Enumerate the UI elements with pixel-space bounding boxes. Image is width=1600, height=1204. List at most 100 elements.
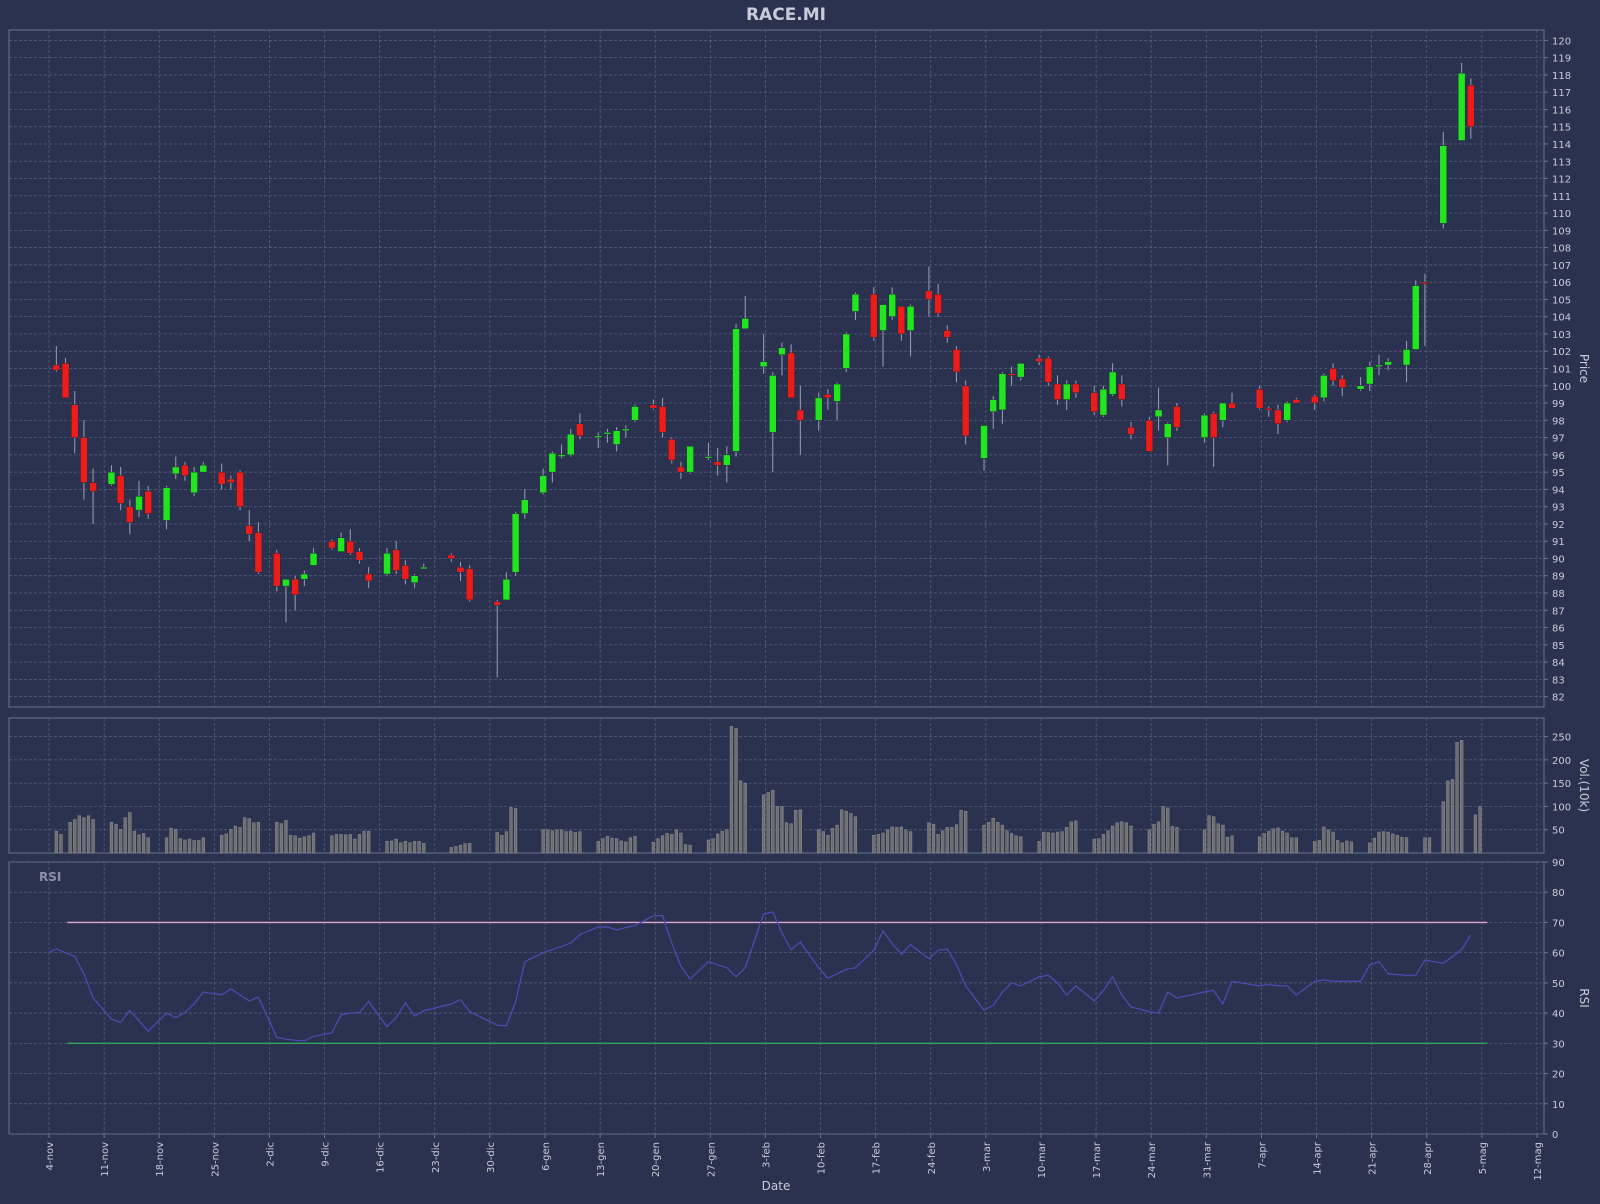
candle-up <box>511 513 520 573</box>
volume-bar <box>798 809 802 854</box>
candle-down <box>236 471 244 507</box>
price-y-tick-label: 112 <box>1552 175 1571 186</box>
volume-bar <box>164 837 169 854</box>
candle-up <box>566 433 575 456</box>
volume-bar <box>468 843 472 854</box>
rsi-y-tick-label: 80 <box>1552 888 1565 899</box>
volume-y-tick-label: 250 <box>1552 733 1571 744</box>
volume-bar <box>1106 830 1110 854</box>
candle-up <box>686 445 694 473</box>
price-y-tick-label: 88 <box>1552 589 1565 600</box>
price-y-tick-label: 104 <box>1552 313 1571 324</box>
volume-bar <box>1372 837 1376 854</box>
volume-bar <box>1391 833 1395 854</box>
volume-bar <box>201 837 205 854</box>
candle-down <box>870 293 878 338</box>
candle-down <box>934 293 942 314</box>
volume-y-tick-label: 100 <box>1552 802 1571 813</box>
candle-up <box>1457 72 1466 141</box>
volume-bar <box>1009 833 1014 854</box>
volume-bar <box>1216 823 1220 854</box>
volume-bar <box>495 832 499 854</box>
volume-bar <box>178 838 182 854</box>
volume-bar <box>1313 841 1317 854</box>
volume-bar <box>725 829 729 854</box>
candle-up <box>1375 364 1383 368</box>
panel-frame-rsi <box>8 861 1545 1135</box>
candle-down <box>1072 383 1080 393</box>
x-tick-label: 31-mar <box>1202 1141 1213 1178</box>
price-y-tick-label: 114 <box>1552 140 1571 151</box>
candle-up <box>557 454 566 457</box>
volume-bar <box>1257 836 1262 854</box>
volume-bar <box>541 829 545 854</box>
volume-bar <box>716 833 720 854</box>
candle-up <box>741 318 749 330</box>
candle-down <box>1209 413 1218 438</box>
price-y-tick-label: 89 <box>1552 572 1565 583</box>
volume-bar <box>298 837 302 854</box>
volume-bar <box>1161 806 1165 854</box>
volume-bar <box>353 838 357 854</box>
volume-bar <box>54 830 58 854</box>
volume-bar <box>1345 840 1349 854</box>
volume-bar <box>872 835 876 854</box>
candle-down <box>254 532 263 573</box>
volume-bar <box>362 830 366 854</box>
volume-bar <box>1097 838 1101 854</box>
candle-down <box>217 471 226 485</box>
volume-bar <box>1381 831 1386 854</box>
volume-bar <box>311 832 316 854</box>
volume-bar <box>399 842 403 854</box>
volume-bar <box>601 838 605 854</box>
volume-bar <box>670 834 674 854</box>
price-y-tick-label: 120 <box>1552 36 1571 47</box>
volume-bar <box>509 807 513 854</box>
volume-bar <box>394 838 398 854</box>
price-y-tick-label: 102 <box>1552 347 1571 358</box>
candle-up <box>989 399 997 412</box>
x-tick-label: 2-dic <box>265 1142 276 1167</box>
x-tick-label: 25-nov <box>210 1142 221 1177</box>
candle-down <box>824 394 832 399</box>
volume-bar <box>252 822 256 854</box>
candle-down <box>245 525 253 535</box>
volume-bar <box>1092 838 1096 854</box>
chart-title: RACE.MI <box>746 5 826 25</box>
candle-up <box>1439 145 1448 224</box>
candle-up <box>906 306 915 331</box>
candle-down <box>144 490 152 514</box>
candle-up <box>1163 423 1172 438</box>
rsi-y-tick-label: 20 <box>1552 1070 1565 1081</box>
price-y-tick-label: 93 <box>1552 503 1565 514</box>
volume-bar <box>1331 831 1335 854</box>
volume-bar <box>403 841 407 854</box>
candle-up <box>1154 409 1163 418</box>
volume-bar <box>458 844 463 854</box>
candle-down <box>1274 409 1282 425</box>
volume-bar <box>569 830 573 854</box>
candle-down <box>328 540 336 549</box>
volume-bar <box>1074 820 1078 854</box>
volume-bar <box>1317 840 1321 854</box>
x-tick-label: 24-feb <box>927 1142 938 1174</box>
candle-up <box>539 475 547 494</box>
volume-bar <box>1212 816 1216 854</box>
volume-bar <box>1368 842 1372 854</box>
volume-bar <box>665 833 669 854</box>
volume-bar <box>1423 837 1427 854</box>
volume-bar <box>82 817 86 854</box>
candle-up <box>732 328 740 452</box>
volume-bar <box>146 837 150 854</box>
price-y-tick-label: 90 <box>1552 554 1565 565</box>
candle-up <box>704 456 713 459</box>
volume-bar <box>931 823 936 854</box>
volume-bar <box>77 815 81 854</box>
volume-bar <box>68 822 72 854</box>
candle-up <box>502 578 511 601</box>
price-y-tick-label: 115 <box>1552 123 1571 134</box>
candle-down <box>392 549 400 571</box>
volume-bar <box>830 828 835 854</box>
volume-bar <box>945 827 949 854</box>
candle-down <box>1467 85 1475 127</box>
